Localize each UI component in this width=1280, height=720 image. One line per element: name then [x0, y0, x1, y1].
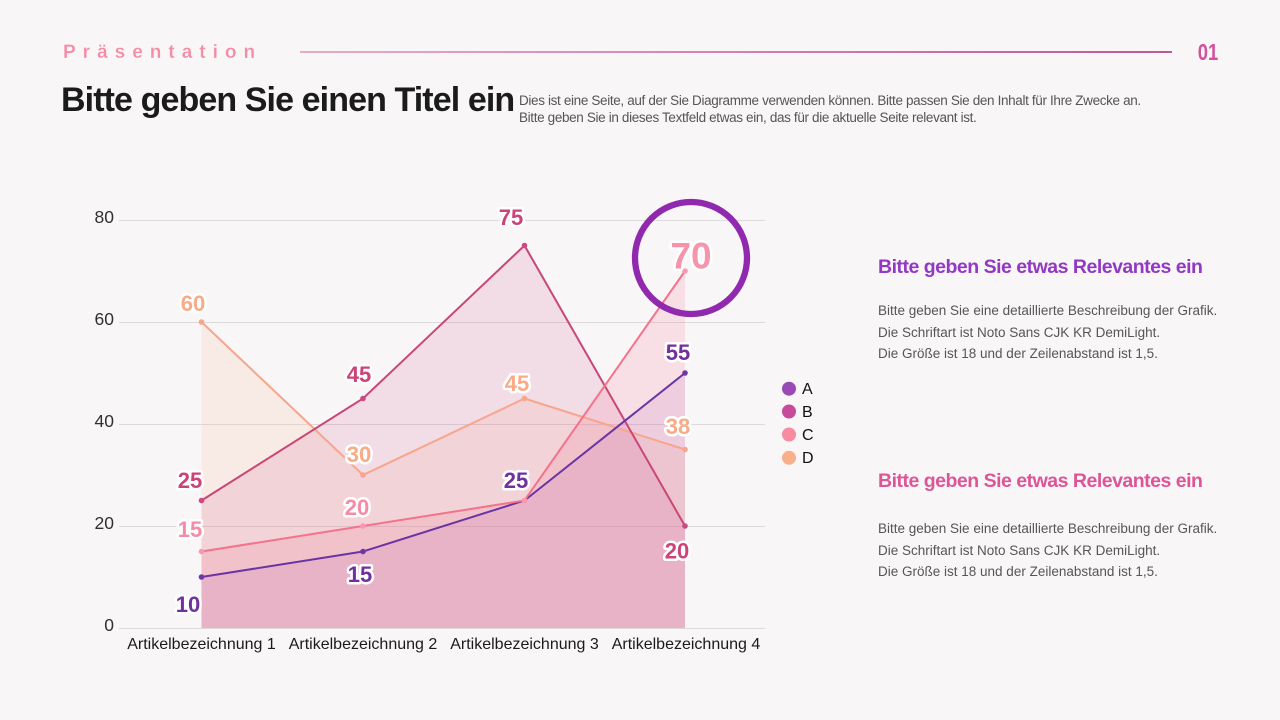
svg-text:Artikelbezeichnung 3: Artikelbezeichnung 3 — [450, 636, 599, 653]
svg-text:20: 20 — [95, 513, 115, 533]
svg-text:45: 45 — [347, 362, 371, 387]
svg-text:A: A — [802, 381, 813, 398]
svg-text:C: C — [802, 427, 814, 444]
svg-text:15: 15 — [348, 562, 372, 587]
svg-text:75: 75 — [499, 205, 523, 230]
svg-text:60: 60 — [95, 309, 115, 329]
svg-text:45: 45 — [505, 371, 529, 396]
svg-text:15: 15 — [178, 517, 202, 542]
svg-text:40: 40 — [95, 411, 115, 431]
svg-text:80: 80 — [95, 207, 115, 227]
svg-text:10: 10 — [176, 592, 200, 617]
svg-text:Artikelbezeichnung 2: Artikelbezeichnung 2 — [289, 636, 438, 653]
svg-text:60: 60 — [181, 291, 205, 316]
svg-text:70: 70 — [670, 236, 711, 277]
svg-text:B: B — [802, 404, 813, 421]
svg-text:Artikelbezeichnung 4: Artikelbezeichnung 4 — [612, 636, 761, 653]
svg-text:25: 25 — [178, 468, 202, 493]
svg-text:Artikelbezeichnung 1: Artikelbezeichnung 1 — [127, 636, 276, 653]
svg-text:20: 20 — [345, 495, 369, 520]
svg-text:55: 55 — [666, 340, 690, 365]
svg-text:30: 30 — [347, 442, 371, 467]
svg-text:38: 38 — [666, 414, 690, 439]
svg-text:25: 25 — [504, 468, 528, 493]
svg-text:20: 20 — [665, 539, 689, 564]
svg-text:0: 0 — [104, 615, 114, 635]
svg-text:D: D — [802, 450, 814, 467]
